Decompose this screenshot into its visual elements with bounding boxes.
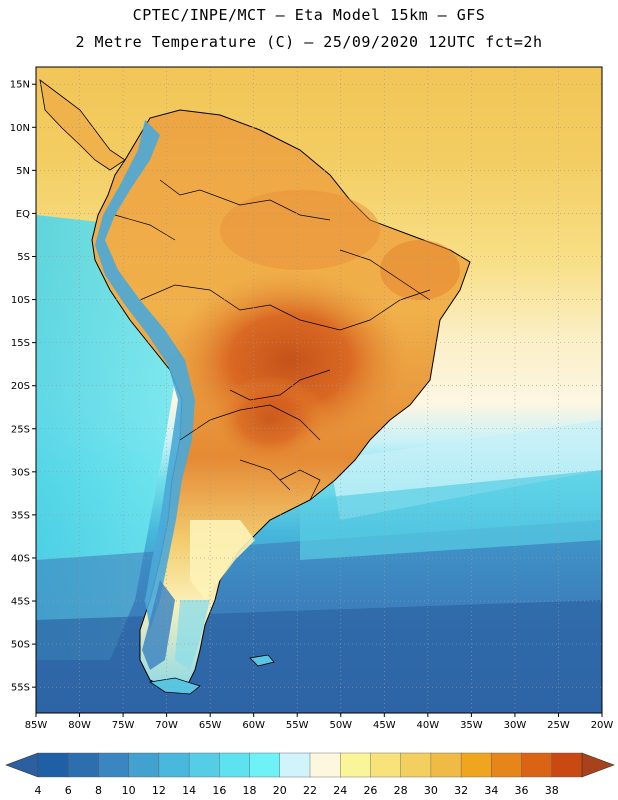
longitude-tick-label: 50W <box>329 720 352 731</box>
longitude-tick-label: 25W <box>547 720 570 731</box>
colorbar-swatch <box>98 752 130 778</box>
colorbar-swatch <box>279 752 311 778</box>
colorbar-label: 22 <box>303 784 317 797</box>
colorbar-swatch <box>400 752 432 778</box>
colorbar-label: 38 <box>545 784 559 797</box>
latitude-tick-label: 25S <box>11 424 30 435</box>
falkland-islands <box>249 654 275 667</box>
colorbar-low-arrow <box>5 752 39 778</box>
atlantic-cool-band <box>300 470 602 560</box>
longitude-tick-label: 65W <box>199 720 222 731</box>
south-patagonia-cool <box>175 600 210 670</box>
latitude-tick-label: 35S <box>11 510 30 521</box>
colorbar-label: 28 <box>394 784 408 797</box>
colorbar-swatch <box>309 752 341 778</box>
colorbar-swatch <box>68 752 100 778</box>
warm-region-amazon <box>220 190 380 270</box>
colorbar-label: 26 <box>363 784 377 797</box>
patagonia-mild <box>190 520 255 600</box>
colorbar-label: 34 <box>484 784 498 797</box>
longitude-tick-label: 45W <box>373 720 396 731</box>
latitude-tick-label: EQ <box>16 209 30 220</box>
map-title-line2: 2 Metre Temperature (C) – 25/09/2020 12U… <box>75 33 543 51</box>
longitude-tick-label: 75W <box>112 720 135 731</box>
latitude-tick-label: 40S <box>11 553 30 564</box>
colorbar-swatch <box>249 752 281 778</box>
colorbar-swatch <box>551 752 583 778</box>
latitude-tick-label: 10N <box>10 123 30 134</box>
longitude-tick-label: 30W <box>504 720 527 731</box>
colorbar-swatch <box>188 752 221 778</box>
colorbar-label: 32 <box>454 784 468 797</box>
colorbar-label: 20 <box>273 784 287 797</box>
colorbar-swatch <box>460 752 493 778</box>
latitude-tick-label: 15N <box>10 80 30 91</box>
colorbar-label: 6 <box>65 784 72 797</box>
temperature-colorbar: 4 6 8 10 12 14 16 18 20 22 24 26 28 30 32 34 36 38 <box>5 752 615 797</box>
colorbar-label: 4 <box>35 784 42 797</box>
longitude-axis: 85W 80W 75W 70W 65W 60W 55W 50W 45W 40W 35W 30W 25W 2… <box>25 713 614 731</box>
colorbar-label: 10 <box>122 784 136 797</box>
map-field <box>36 67 602 713</box>
latitude-tick-label: 5N <box>16 166 30 177</box>
longitude-tick-label: 80W <box>68 720 91 731</box>
latitude-axis: 15N 10N 5N EQ 5S 10S 15S 20S 25S 30S 35S 40S 45S 50S 5… <box>10 80 36 694</box>
map-frame <box>35 66 603 714</box>
colorbar-swatch <box>430 752 462 778</box>
longitude-tick-label: 60W <box>242 720 265 731</box>
colorbar-label: 24 <box>333 784 347 797</box>
longitude-tick-label: 20W <box>591 720 614 731</box>
latitude-tick-label: 55S <box>11 683 30 694</box>
colorbar-swatch <box>340 752 372 778</box>
colorbar-label: 18 <box>243 784 257 797</box>
hot-region-chaco <box>210 375 330 465</box>
longitude-tick-label: 55W <box>286 720 309 731</box>
colorbar-label: 14 <box>182 784 196 797</box>
tierra-del-fuego <box>148 677 201 695</box>
latitude-tick-label: 15S <box>11 338 30 349</box>
central-america-land <box>39 79 126 171</box>
latitude-tick-label: 10S <box>11 295 30 306</box>
longitude-tick-label: 85W <box>25 720 48 731</box>
andes-cold-stripe <box>95 120 195 630</box>
longitude-tick-label: 35W <box>460 720 483 731</box>
map-title-line1: CPTEC/INPE/MCT – Eta Model 15km – GFS <box>132 6 486 24</box>
latitude-tick-label: 45S <box>11 597 30 608</box>
colorbar-swatch <box>128 752 160 778</box>
colorbar-high-arrow <box>581 752 615 778</box>
colorbar-label: 30 <box>424 784 438 797</box>
colorbar-swatch <box>158 752 190 778</box>
latitude-tick-label: 5S <box>17 252 30 263</box>
longitude-tick-label: 70W <box>155 720 178 731</box>
colorbar-label: 8 <box>95 784 102 797</box>
colorbar-label: 16 <box>212 784 226 797</box>
warm-region-northeast <box>380 240 460 300</box>
colorbar-label: 36 <box>515 784 529 797</box>
country-borders <box>114 179 431 501</box>
latitude-tick-label: 20S <box>11 381 30 392</box>
colorbar-swatch <box>491 752 523 778</box>
longitude-tick-label: 40W <box>417 720 440 731</box>
latitude-tick-label: 50S <box>11 640 30 651</box>
colorbar-swatch <box>521 752 553 778</box>
colorbar-swatch <box>37 752 69 778</box>
colorbar-label: 12 <box>152 784 166 797</box>
latitude-tick-label: 30S <box>11 467 30 478</box>
colorbar-swatch <box>219 752 251 778</box>
colorbar-swatch <box>370 752 402 778</box>
